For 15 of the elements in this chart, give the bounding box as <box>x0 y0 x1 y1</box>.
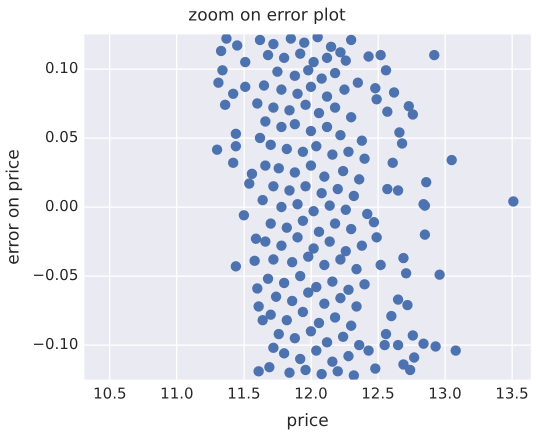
y-tick-label: 0.00 <box>44 196 78 215</box>
y-tick-label: 0.05 <box>44 128 78 146</box>
chart-title: zoom on error plot <box>188 6 346 26</box>
y-axis-title: error on price <box>4 149 24 265</box>
x-tick-label: 12.5 <box>361 384 395 402</box>
x-tick-label: 13.0 <box>428 384 462 402</box>
y-tick-label: −0.05 <box>32 266 78 284</box>
y-tick-label: −0.10 <box>32 334 78 353</box>
x-tick-label: 12.0 <box>294 384 328 402</box>
x-tick-label: 11.5 <box>227 384 261 402</box>
x-axis-title: price <box>286 411 329 432</box>
x-tick-label: 11.0 <box>160 384 194 402</box>
y-tick-label: 0.10 <box>44 58 78 77</box>
x-tick-label: 13.5 <box>495 384 529 402</box>
x-tick-label: 10.5 <box>93 384 127 402</box>
